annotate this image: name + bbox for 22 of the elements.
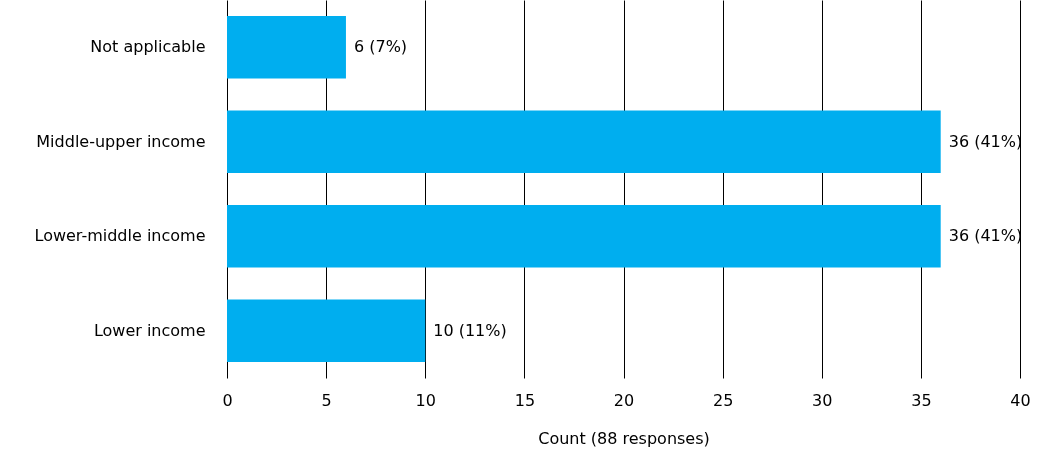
bar [227,110,941,173]
x-tick-label: 30 [812,390,833,410]
x-tick-label: 0 [222,390,233,410]
y-tick-label: Middle-upper income [36,131,206,151]
y-tick-label: Lower-middle income [34,226,206,246]
x-tick-label: 35 [911,390,932,410]
x-axis-title: Count (88 responses) [538,428,710,448]
y-tick-label: Not applicable [90,37,206,57]
data-label: 10 (11%) [433,320,507,340]
x-tick-label: 20 [613,390,635,410]
data-label: 36 (41%) [948,226,1023,246]
y-tick-label: Lower income [93,320,206,340]
bar [227,205,941,268]
x-tick-label: 40 [1010,390,1031,410]
x-tick-label: 25 [712,390,734,410]
x-tick-label: 10 [415,390,436,410]
bar [227,299,426,362]
x-tick-label: 15 [514,390,536,410]
x-tick-label: 5 [321,390,332,410]
data-label: 6 (7%) [353,37,408,57]
bar [227,16,346,79]
data-label: 36 (41%) [948,131,1023,151]
